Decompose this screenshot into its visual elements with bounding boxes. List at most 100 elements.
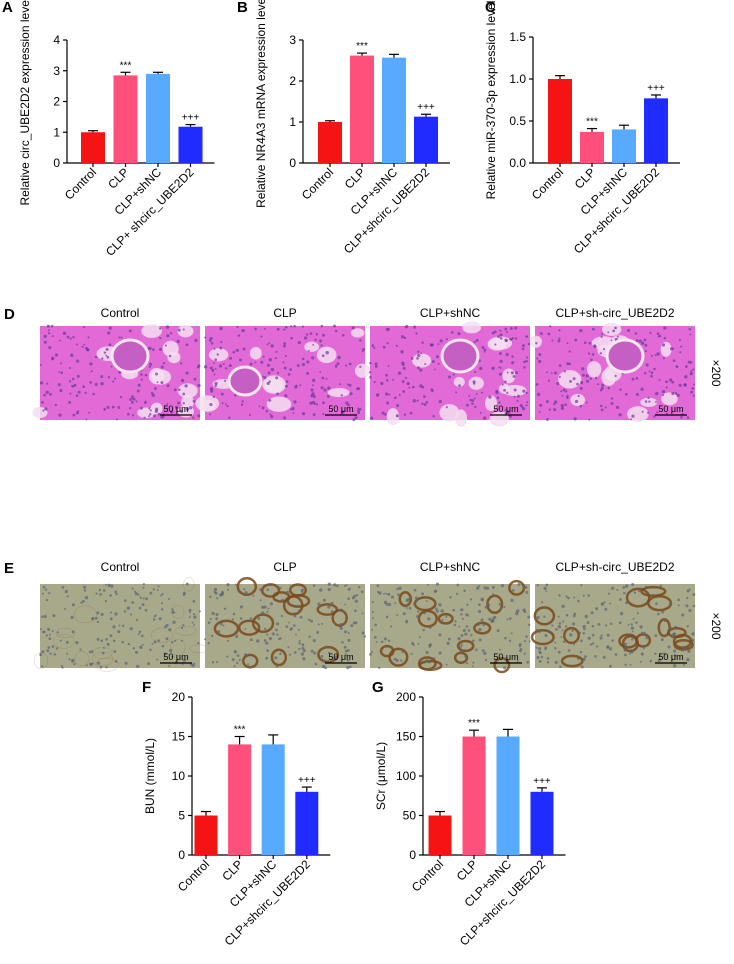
nucleus	[344, 630, 347, 634]
nucleus	[527, 615, 531, 619]
nucleus	[209, 387, 214, 391]
nucleus	[692, 383, 695, 386]
tubule	[170, 639, 186, 656]
nucleus	[677, 598, 680, 602]
nucleus	[228, 364, 232, 368]
nucleus	[608, 664, 612, 668]
nucleus	[322, 333, 325, 337]
nucleus	[435, 609, 439, 613]
nucleus	[118, 624, 121, 627]
nucleus	[266, 343, 269, 346]
nucleus	[48, 633, 51, 636]
nucleus	[403, 336, 407, 340]
nucleus	[607, 386, 610, 390]
nucleus	[42, 585, 46, 589]
nucleus	[515, 611, 519, 616]
nucleus	[110, 365, 113, 368]
nucleus	[59, 339, 62, 342]
nucleus	[535, 383, 539, 386]
nucleus	[258, 405, 261, 408]
nucleus	[282, 344, 286, 348]
nucleus	[561, 629, 564, 632]
nucleus	[493, 615, 497, 619]
tubule	[92, 647, 113, 660]
nucleus	[267, 607, 270, 610]
nucleus	[465, 625, 469, 628]
nucleus	[435, 355, 439, 359]
nucleus	[568, 350, 571, 353]
nucleus	[539, 403, 543, 407]
nucleus	[496, 397, 499, 400]
nucleus	[523, 360, 526, 364]
nucleus	[166, 407, 169, 410]
nucleus	[521, 344, 525, 348]
nucleus	[257, 617, 261, 621]
nucleus	[514, 326, 518, 330]
nucleus	[438, 400, 442, 404]
nucleus	[220, 392, 224, 396]
nucleus	[500, 583, 505, 588]
nucleus	[143, 416, 146, 419]
nucleus	[327, 651, 331, 654]
nucleus	[525, 359, 528, 363]
nucleus	[525, 635, 528, 638]
nucleus	[475, 393, 478, 395]
nucleus	[234, 583, 237, 586]
nucleus	[597, 383, 600, 386]
nucleus	[411, 385, 415, 389]
nucleus	[475, 338, 479, 342]
nucleus	[633, 591, 637, 594]
nucleus	[691, 387, 695, 390]
tubule	[266, 396, 292, 412]
nucleus	[140, 634, 144, 638]
nucleus	[105, 637, 108, 641]
scale-bar-label: 50 μm	[658, 404, 683, 414]
nucleus	[105, 354, 108, 357]
nucleus	[142, 597, 145, 600]
nucleus	[238, 658, 241, 662]
nucleus	[276, 392, 279, 396]
y-axis-label: BUN (mmol/L)	[143, 738, 157, 814]
nucleus	[600, 408, 604, 412]
nucleus	[623, 642, 628, 647]
nucleus	[631, 630, 634, 633]
nucleus	[583, 627, 586, 631]
nucleus	[589, 643, 593, 646]
tubule	[249, 346, 262, 360]
nucleus	[177, 388, 181, 392]
nucleus	[269, 413, 272, 416]
nucleus	[312, 639, 316, 643]
nucleus	[692, 394, 695, 397]
nucleus	[138, 630, 142, 634]
nucleus	[405, 598, 410, 602]
nucleus	[266, 610, 269, 614]
bar	[261, 744, 285, 855]
nucleus	[630, 623, 633, 626]
nucleus	[266, 588, 269, 591]
nucleus	[525, 590, 529, 594]
nucleus	[661, 389, 666, 394]
nucleus	[215, 661, 218, 664]
nucleus	[417, 642, 420, 645]
nucleus	[132, 647, 136, 650]
nucleus	[359, 365, 362, 368]
nucleus	[232, 612, 236, 616]
nucleus	[638, 589, 641, 593]
y-tick-label: 200	[396, 690, 416, 704]
panel-label: D	[4, 306, 15, 323]
nucleus	[573, 612, 577, 616]
bar	[580, 131, 604, 163]
nucleus	[327, 605, 331, 609]
image-label: CLP	[273, 560, 296, 574]
nucleus	[283, 342, 286, 345]
nucleus	[499, 657, 502, 660]
nucleus	[254, 361, 257, 364]
nucleus	[562, 388, 566, 392]
nucleus	[537, 647, 542, 651]
nucleus	[240, 403, 244, 406]
nucleus	[276, 622, 280, 626]
nucleus	[126, 606, 131, 610]
nucleus	[471, 639, 475, 643]
significance-label: ***	[356, 41, 368, 52]
nucleus	[567, 596, 570, 600]
